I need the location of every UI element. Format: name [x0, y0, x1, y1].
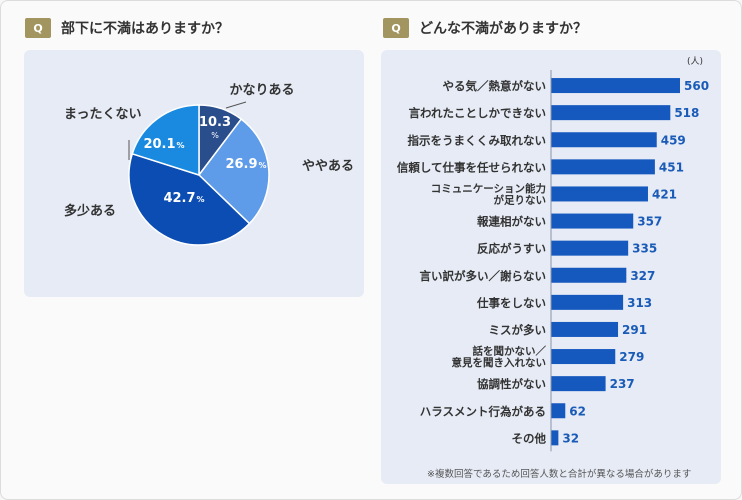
bar-category-label: ハラスメント行為がある [420, 404, 546, 418]
bar-value: 357 [637, 215, 662, 229]
bar-category-label: 意見を聞き入れない [452, 356, 547, 369]
bar-value: 32 [562, 431, 579, 445]
right-question-header: Q どんな不満がありますか？ [383, 18, 587, 38]
bar [551, 240, 629, 256]
question-badge: Q [383, 18, 409, 38]
bar-value: 335 [632, 242, 657, 256]
bar [551, 213, 634, 229]
bar [551, 403, 566, 419]
bar [551, 267, 627, 283]
pie-slice-label: 多少ある [64, 203, 116, 219]
pie-slice-label: ややある [302, 159, 354, 174]
pie-panel: 10.3% かなりある 26.9% ややある 42.7% 多少ある 20.1% まったくない [24, 50, 364, 297]
bar-category-label: 報連相がない [477, 215, 546, 229]
pie-slice-value: 42.7% [163, 191, 204, 206]
bar [551, 376, 606, 392]
bar-value: 421 [652, 187, 677, 201]
bar-value: 237 [610, 377, 635, 391]
bar-category-label: 反応がうすい [477, 242, 546, 256]
bar [551, 159, 655, 175]
pie-slice-label: かなりある [229, 83, 294, 98]
bar-value: 459 [661, 133, 686, 147]
bar-category-label: 指示をうまくくみ取れない [408, 133, 546, 147]
pie-slice-value: 20.1% [143, 137, 184, 152]
unit-label: (人) [687, 56, 703, 67]
bar [551, 321, 619, 337]
bar-category-label: が足りない [494, 193, 547, 206]
right-question-title: どんな不満がありますか？ [419, 21, 587, 37]
bar-category-label: その他 [512, 431, 547, 445]
bar-category-label: やる気／熱意がない [443, 79, 547, 93]
bar-value: 560 [684, 79, 709, 93]
question-badge: Q [25, 18, 51, 38]
left-question-title: 部下に不満はありますか？ [61, 21, 229, 37]
pie-slice-unit: % [211, 131, 219, 140]
bar [551, 105, 671, 121]
pie-leader-line [225, 101, 247, 109]
bar-category-label: 信頼して仕事を任せられない [397, 160, 546, 174]
bar-value: 518 [674, 106, 699, 120]
pie-slice [128, 152, 251, 246]
bar-category-label: ミスが多い [489, 323, 547, 337]
pie-chart: 10.3% かなりある 26.9% ややある 42.7% 多少ある 20.1%まったくない [64, 83, 354, 246]
bar [551, 349, 616, 365]
pie-slice [198, 118, 270, 225]
pie-slice-value: 26.9% [225, 157, 266, 172]
bar-value: 279 [619, 350, 644, 364]
bar-value: 451 [659, 160, 684, 174]
pie-slice [131, 104, 200, 177]
bar [551, 186, 648, 202]
bar [551, 430, 559, 446]
bar-category-label: 言い訳が多い／謝らない [420, 269, 547, 283]
bar-category-label: 協調性がない [477, 377, 546, 391]
bar-category-label: コミュニケーション能力 [431, 182, 546, 195]
bar-category-label: 仕事をしない [476, 296, 546, 310]
bar [551, 132, 657, 148]
bar-value: 313 [627, 296, 652, 310]
bar-value: 291 [622, 323, 647, 337]
pie-slice-label: まったくない [64, 107, 141, 122]
footnote: ※複数回答であるため回答人数と合計が異なる場合があります [427, 469, 692, 480]
bar-value: 327 [630, 269, 655, 283]
bar-category-label: 言われたことしかできない [409, 106, 546, 120]
pie-slice-value: 10.3 [199, 115, 231, 130]
bar [551, 294, 624, 310]
bar-panel: (人) 560 やる気／熱意がない 518 言われたことしかできない 459 指示をうまくく… [381, 50, 721, 484]
bar-category-label: 話を聞かない／ [473, 345, 547, 358]
bar-value: 62 [569, 404, 586, 418]
bar [551, 78, 680, 94]
left-question-header: Q 部下に不満はありますか？ [25, 18, 229, 38]
bar-chart: (人) 560 やる気／熱意がない 518 言われたことしかできない 459 指示をうまくく… [397, 56, 709, 452]
